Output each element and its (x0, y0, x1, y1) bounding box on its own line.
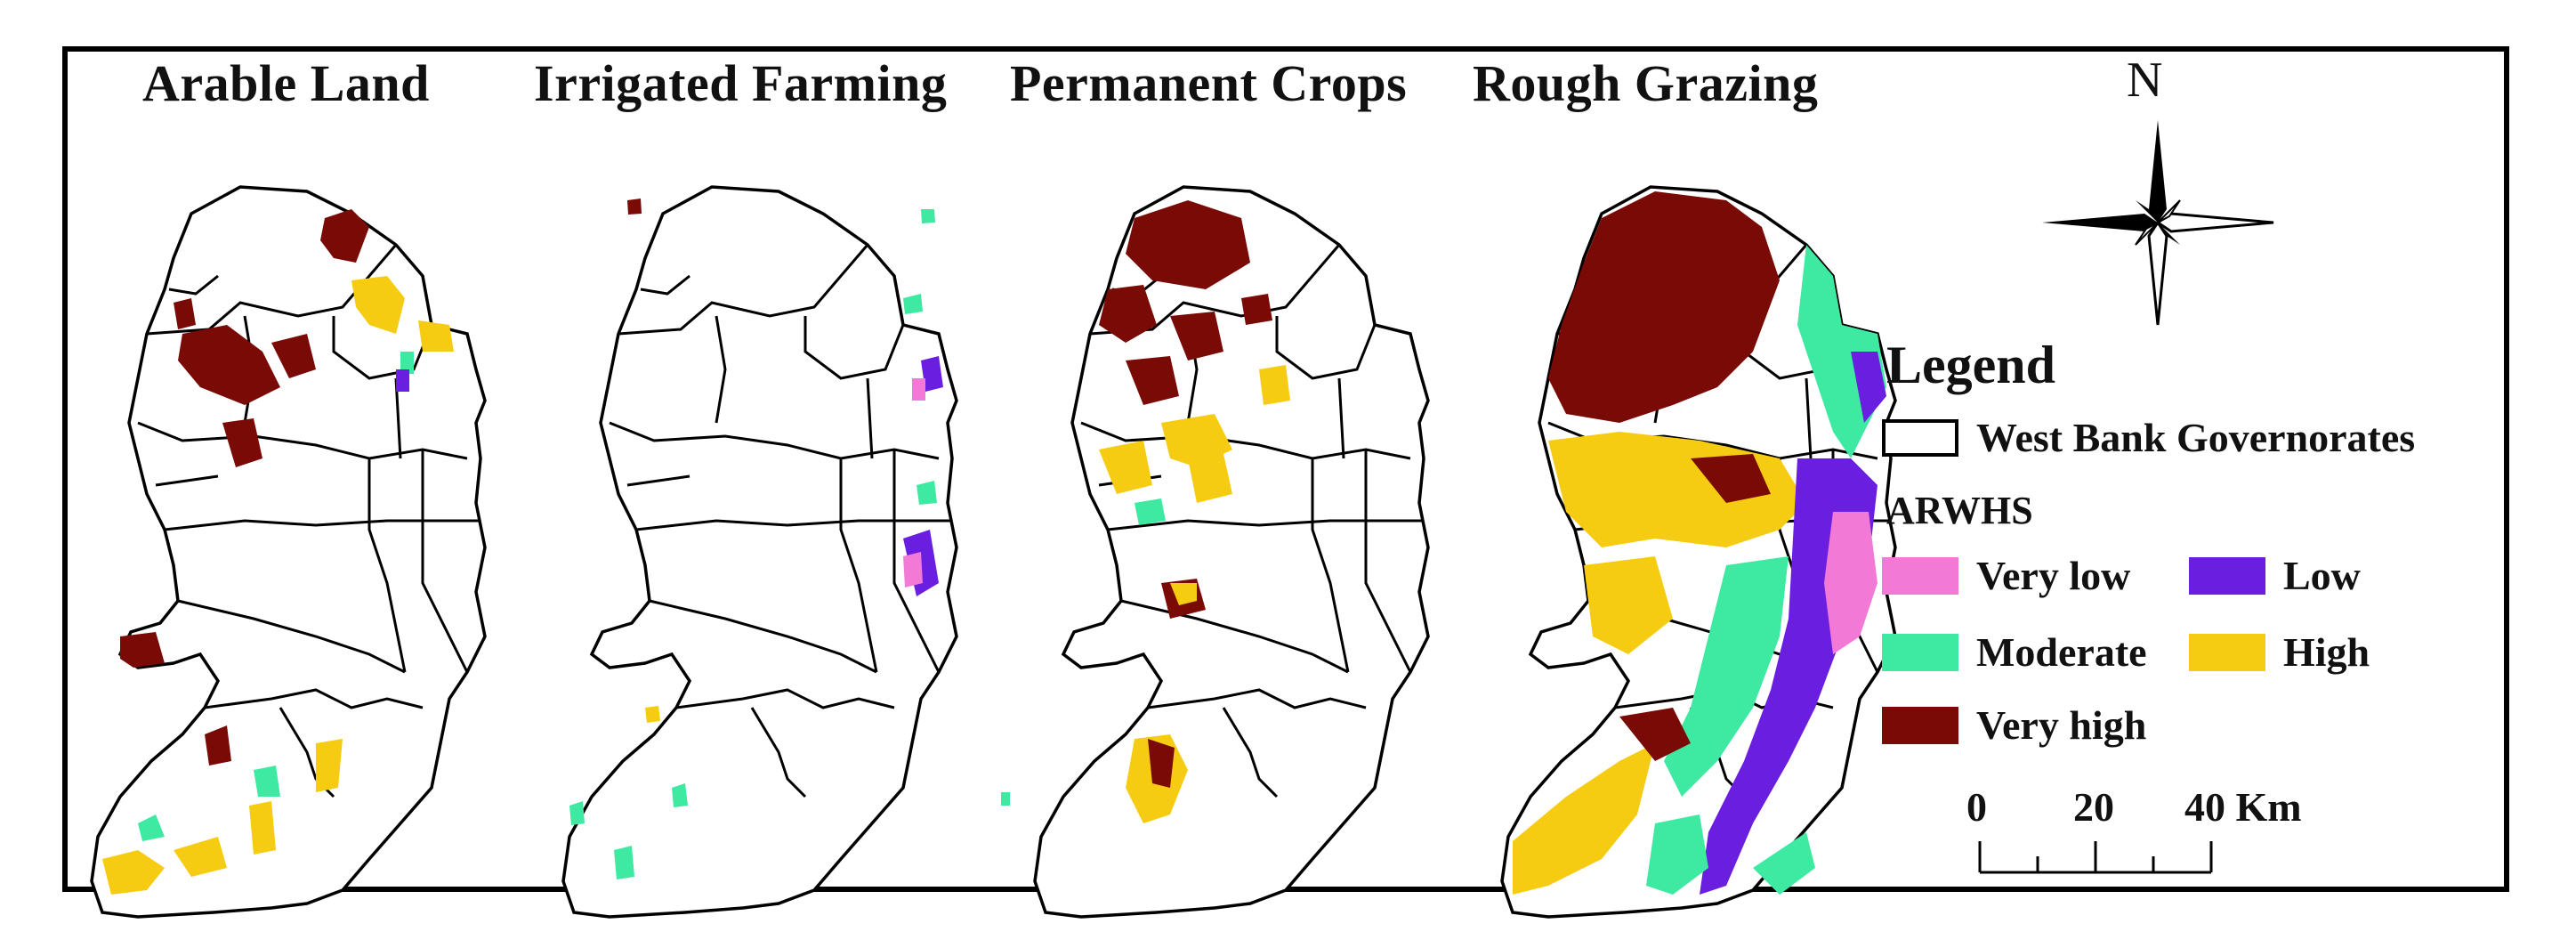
legend-item-low: Low (2189, 552, 2361, 599)
legend-swatch-moderate (1882, 633, 1958, 671)
legend-label-very-high: Very high (1976, 702, 2147, 748)
panel-title-rough-grazing: Rough Grazing (1473, 54, 1819, 112)
legend-title: Legend (1886, 336, 2056, 394)
legend-label-high: High (2283, 629, 2370, 675)
legend-item-very-high: Very high (1882, 701, 2146, 749)
legend-label-governorates: West Bank Governorates (1976, 415, 2416, 460)
legend-item-high: High (2189, 628, 2370, 676)
panel-title-irrigated-farming: Irrigated Farming (534, 54, 948, 112)
legend-label-low: Low (2283, 553, 2361, 598)
legend-swatch-very-high (1882, 706, 1958, 744)
legend-item-governorates: West Bank Governorates (1882, 414, 2415, 461)
permanent-crops-suitability-patches (1001, 200, 1290, 823)
legend-item-moderate: Moderate (1882, 628, 2147, 676)
irrigated-farming-suitability-patches (569, 199, 943, 879)
legend-item-very-low: Very low (1882, 552, 2130, 599)
north-label: N (2127, 53, 2163, 108)
governorate-boundary-swatch (1882, 418, 1958, 457)
legend-index-label: ARWHS (1886, 489, 2033, 532)
rough-grazing-suitability-patches (1513, 191, 1886, 895)
scale-label-40-km: 40 Km (2184, 784, 2302, 830)
map-arable-land (90, 185, 487, 919)
north-arrow-icon (2042, 120, 2274, 326)
scale-bar (1978, 841, 2213, 874)
legend-swatch-high (2189, 633, 2265, 671)
map-rough-grazing (1500, 185, 1897, 919)
scale-label-20: 20 (2073, 784, 2114, 830)
map-permanent-crops (1001, 185, 1430, 919)
legend-label-moderate: Moderate (1976, 629, 2147, 675)
map-irrigated-farming (561, 185, 958, 919)
panel-title-permanent-crops: Permanent Crops (1010, 54, 1408, 112)
arable-land-suitability-patches (102, 209, 454, 895)
legend-label-very-low: Very low (1976, 553, 2131, 598)
scale-label-0: 0 (1966, 784, 1987, 830)
legend-swatch-very-low (1882, 556, 1958, 595)
panel-title-arable-land: Arable Land (142, 54, 430, 112)
legend-swatch-low (2189, 556, 2265, 595)
